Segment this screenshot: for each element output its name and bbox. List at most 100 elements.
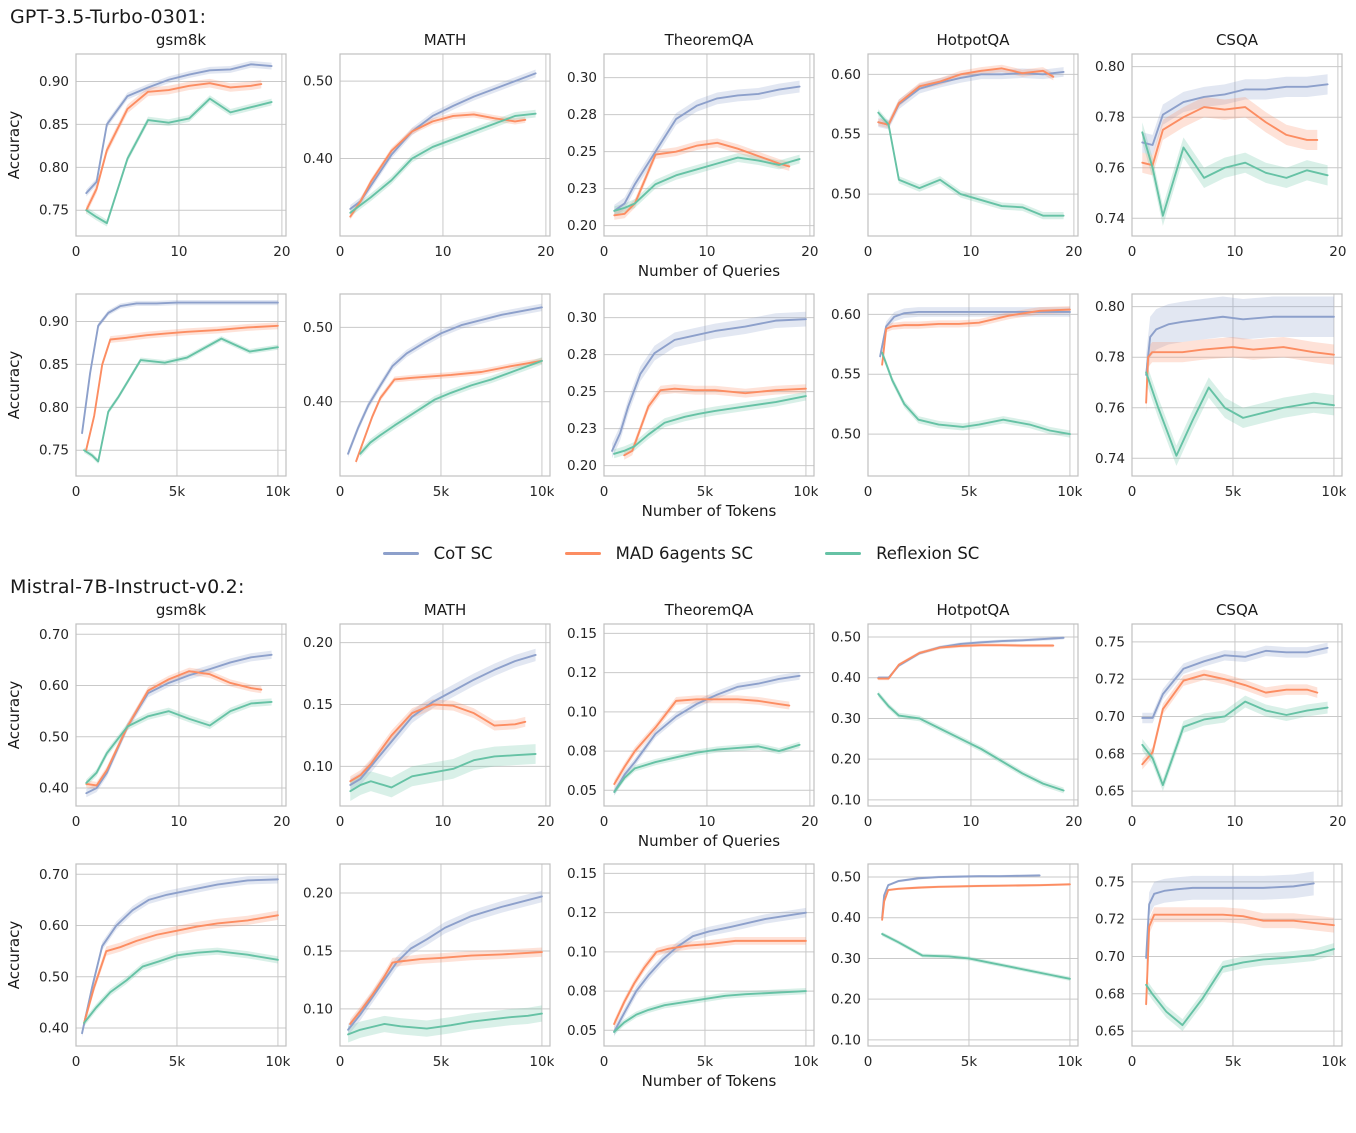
y-tick-label: 0.50 bbox=[303, 320, 333, 336]
subplot-math-number-of-tokens-mistral-7b-instruct-v0-2: 0.10 0.15 0.20 0 5k 10k bbox=[296, 854, 555, 1094]
subplot-gsm8k-number-of-tokens-mistral-7b-instruct-v0-2: 0.40 0.50 0.60 0.70 0 5k 10k Accuracy bbox=[5, 854, 291, 1094]
x-axis-label: Number of Queries bbox=[638, 262, 780, 280]
series-line-reflexion-sc bbox=[83, 950, 279, 1024]
x-tick-label: 0 bbox=[72, 814, 81, 830]
series-line-mad-6agents-sc bbox=[877, 644, 1055, 680]
series-line-mad-6agents-sc bbox=[613, 698, 791, 785]
series-line-reflexion-sc bbox=[349, 753, 537, 793]
series-line-mad-6agents-sc bbox=[85, 82, 263, 212]
y-tick-label: 0.12 bbox=[567, 665, 597, 681]
y-tick-label: 0.30 bbox=[567, 310, 597, 326]
y-tick-label: 0.50 bbox=[39, 729, 69, 745]
series-line-cot-sc bbox=[81, 878, 279, 1035]
subplot-title: gsm8k bbox=[156, 601, 206, 619]
y-tick-label: 0.20 bbox=[303, 885, 333, 901]
legend-label-mad-6agents-sc: MAD 6agents SC bbox=[615, 543, 754, 563]
x-tick-label: 10 bbox=[962, 244, 979, 260]
y-tick-label: 0.78 bbox=[1095, 350, 1125, 366]
x-tick-label: 0 bbox=[72, 244, 81, 260]
legend: CoT SC MAD 6agents SC Reflexion SC bbox=[6, 538, 1356, 568]
subplot-hotpotqa-number-of-tokens-gpt-3-5-turbo-0301: 0.50 0.55 0.60 0 5k 10k bbox=[824, 284, 1083, 524]
y-tick-label: 0.85 bbox=[39, 357, 69, 373]
series-line-reflexion-sc bbox=[1145, 371, 1335, 457]
x-tick-label: 10k bbox=[529, 484, 554, 500]
chart-svg-hotpotqa: 0.10 0.20 0.30 0.40 0.50 0 10 20 HotpotQA bbox=[831, 601, 1083, 830]
y-tick-label: 0.50 bbox=[831, 427, 861, 443]
y-tick-label: 0.50 bbox=[831, 870, 861, 886]
x-tick-label: 0 bbox=[336, 814, 345, 830]
x-tick-label: 10k bbox=[265, 1054, 290, 1070]
x-tick-label: 10k bbox=[1057, 484, 1082, 500]
series-line-reflexion-sc bbox=[877, 111, 1065, 217]
x-tick-label: 10k bbox=[793, 1054, 818, 1070]
y-tick-label: 0.23 bbox=[567, 421, 597, 437]
x-tick-label: 0 bbox=[336, 1054, 345, 1070]
series-line-cot-sc bbox=[1141, 83, 1329, 146]
y-tick-label: 0.20 bbox=[567, 458, 597, 474]
x-tick-label: 5k bbox=[169, 484, 186, 500]
y-tick-label: 0.75 bbox=[39, 203, 69, 219]
y-tick-label: 0.25 bbox=[567, 144, 597, 160]
x-tick-label: 0 bbox=[864, 814, 873, 830]
y-tick-label: 0.70 bbox=[39, 867, 69, 883]
y-tick-label: 0.70 bbox=[39, 627, 69, 643]
subplot-csqa-number-of-tokens-gpt-3-5-turbo-0301: 0.74 0.76 0.78 0.80 0 5k 10k bbox=[1088, 284, 1347, 524]
subplot-math-number-of-tokens-gpt-3-5-turbo-0301: 0.40 0.50 0 5k 10k bbox=[296, 284, 555, 524]
y-tick-label: 0.50 bbox=[831, 187, 861, 203]
y-tick-label: 0.30 bbox=[567, 70, 597, 86]
series-line-reflexion-sc bbox=[1141, 700, 1329, 787]
y-tick-label: 0.60 bbox=[39, 918, 69, 934]
series-line-cot-sc bbox=[613, 85, 801, 212]
subplot-title: MATH bbox=[424, 601, 466, 619]
series-line-cot-sc bbox=[1141, 646, 1329, 719]
y-tick-label: 0.76 bbox=[1095, 160, 1125, 176]
series-line-mad-6agents-sc bbox=[623, 387, 807, 457]
chart-row-mistral-queries: 0.40 0.50 0.60 0.70 0 10 20 gsm8k Accuracy 0.10 0.… bbox=[5, 598, 1356, 854]
subplot-theoremqa-number-of-queries-mistral-7b-instruct-v0-2: 0.05 0.08 0.10 0.12 0.15 0 10 20 TheoremQA Number… bbox=[560, 598, 819, 854]
series-line-cot-sc bbox=[1145, 882, 1315, 959]
series-line-mad-6agents-sc bbox=[613, 939, 807, 1025]
subplot-theoremqa-number-of-tokens-gpt-3-5-turbo-0301: 0.20 0.23 0.25 0.28 0.30 0 5k 10k Number of Toke… bbox=[560, 284, 819, 524]
subplot-math-number-of-queries-mistral-7b-instruct-v0-2: 0.10 0.15 0.20 0 10 20 MATH bbox=[296, 598, 555, 854]
series-line-reflexion-sc bbox=[359, 359, 543, 455]
x-tick-label: 5k bbox=[961, 484, 978, 500]
y-tick-label: 0.40 bbox=[303, 394, 333, 410]
series-line-reflexion-sc bbox=[83, 337, 279, 463]
series-line-reflexion-sc bbox=[881, 933, 1071, 980]
series-line-mad-6agents-sc bbox=[1145, 913, 1335, 1006]
chart-svg-hotpotqa: 0.10 0.20 0.30 0.40 0.50 0 5k 10k bbox=[831, 863, 1083, 1070]
chart-svg-math: 0.10 0.15 0.20 0 5k 10k bbox=[303, 863, 555, 1070]
x-tick-label: 5k bbox=[433, 1054, 450, 1070]
y-axis-label: Accuracy bbox=[6, 681, 23, 750]
series-line-mad-6agents-sc bbox=[1145, 346, 1335, 404]
y-tick-label: 0.75 bbox=[1095, 634, 1125, 650]
y-tick-label: 0.10 bbox=[303, 1001, 333, 1017]
figure-multi-panel: GPT-3.5-Turbo-0301: 0.75 0.80 0.85 0.90 0 10 2… bbox=[5, 6, 1356, 1094]
legend-item-cot-sc: CoT SC bbox=[382, 544, 493, 563]
series-line-cot-sc bbox=[1145, 315, 1335, 376]
series-line-cot-sc bbox=[85, 653, 273, 795]
chart-svg-theoremqa: 0.20 0.23 0.25 0.28 0.30 0 10 20 TheoremQA Number… bbox=[567, 31, 819, 280]
section-heading-mistral: Mistral-7B-Instruct-v0.2: bbox=[10, 576, 245, 598]
y-tick-label: 0.10 bbox=[831, 792, 861, 808]
y-tick-label: 0.40 bbox=[39, 781, 69, 797]
series-line-mad-6agents-sc bbox=[83, 914, 279, 1024]
chart-svg-gsm8k: 0.40 0.50 0.60 0.70 0 10 20 gsm8k Accuracy bbox=[5, 601, 290, 830]
y-tick-label: 0.60 bbox=[831, 67, 861, 83]
x-tick-label: 0 bbox=[600, 814, 609, 830]
y-tick-label: 0.25 bbox=[567, 384, 597, 400]
y-tick-label: 0.40 bbox=[39, 1021, 69, 1037]
subplot-gsm8k-number-of-tokens-gpt-3-5-turbo-0301: 0.75 0.80 0.85 0.90 0 5k 10k Accuracy bbox=[5, 284, 291, 524]
y-tick-label: 0.76 bbox=[1095, 400, 1125, 416]
x-axis-label: Number of Tokens bbox=[642, 502, 777, 520]
y-tick-label: 0.40 bbox=[831, 670, 861, 686]
x-tick-label: 0 bbox=[1128, 484, 1137, 500]
series-line-mad-6agents-sc bbox=[1141, 673, 1319, 766]
series-line-reflexion-sc bbox=[347, 1012, 543, 1036]
chart-svg-gsm8k: 0.40 0.50 0.60 0.70 0 5k 10k Accuracy bbox=[5, 863, 291, 1070]
x-tick-label: 5k bbox=[961, 1054, 978, 1070]
y-tick-label: 0.75 bbox=[39, 443, 69, 459]
subplot-gsm8k-number-of-queries-mistral-7b-instruct-v0-2: 0.40 0.50 0.60 0.70 0 10 20 gsm8k Accuracy bbox=[5, 598, 290, 854]
x-tick-label: 10k bbox=[793, 484, 818, 500]
subplot-title: CSQA bbox=[1216, 601, 1259, 619]
